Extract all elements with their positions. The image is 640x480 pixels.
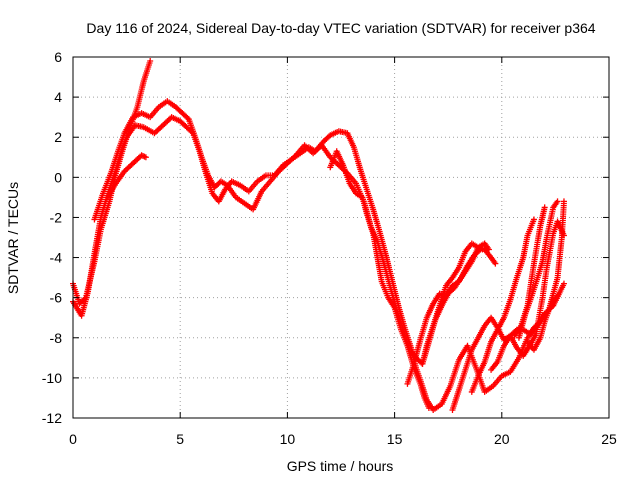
series-6 — [404, 240, 492, 387]
y-tick-label: -12 — [42, 410, 62, 426]
series-9 — [419, 246, 490, 367]
axis-ticks: 0 5 10 15 20 25 -12 -10 -8 -6 -4 -2 0 2 4 6 — [42, 49, 617, 447]
data-point — [142, 154, 149, 161]
data-point — [554, 292, 561, 299]
x-tick-label: 25 — [601, 431, 617, 447]
data-point — [560, 280, 567, 287]
series-12 — [511, 204, 548, 339]
data-point — [325, 133, 332, 140]
data-point — [560, 232, 567, 239]
data-point — [554, 198, 561, 205]
data-point — [541, 204, 548, 211]
x-tick-label: 10 — [280, 431, 296, 447]
data-point — [141, 153, 148, 160]
data-point — [476, 247, 483, 254]
y-tick-label: -6 — [50, 290, 63, 306]
series-4 — [104, 152, 149, 201]
x-tick-label: 15 — [387, 431, 403, 447]
y-tick-label: 4 — [54, 89, 62, 105]
y-tick-label: -2 — [50, 209, 63, 225]
y-tick-label: -8 — [50, 330, 63, 346]
series-5 — [327, 148, 432, 411]
data-point — [147, 58, 154, 65]
data-point — [560, 198, 567, 205]
plot-frame — [72, 56, 610, 419]
data-point — [425, 404, 432, 411]
y-tick-label: 2 — [54, 129, 62, 145]
x-axis-label: GPS time / hours — [287, 458, 394, 474]
data-point — [184, 114, 191, 121]
y-axis-label: SDTVAR / TECUs — [5, 182, 21, 294]
series-3 — [91, 98, 499, 367]
y-tick-label: -10 — [42, 370, 62, 386]
y-tick-label: 0 — [54, 169, 62, 185]
y-tick-label: 6 — [54, 49, 62, 65]
x-tick-label: 0 — [69, 431, 77, 447]
data-point — [483, 246, 490, 253]
series-8 — [468, 216, 537, 395]
data-point — [492, 260, 499, 267]
grid — [73, 57, 609, 418]
x-tick-label: 20 — [494, 431, 510, 447]
x-tick-label: 5 — [176, 431, 184, 447]
data-point — [530, 216, 537, 223]
chart-title: Day 116 of 2024, Sidereal Day-to-day VTE… — [86, 20, 595, 36]
y-tick-label: -4 — [50, 250, 63, 266]
series-13 — [524, 292, 561, 353]
data-points — [70, 58, 567, 413]
